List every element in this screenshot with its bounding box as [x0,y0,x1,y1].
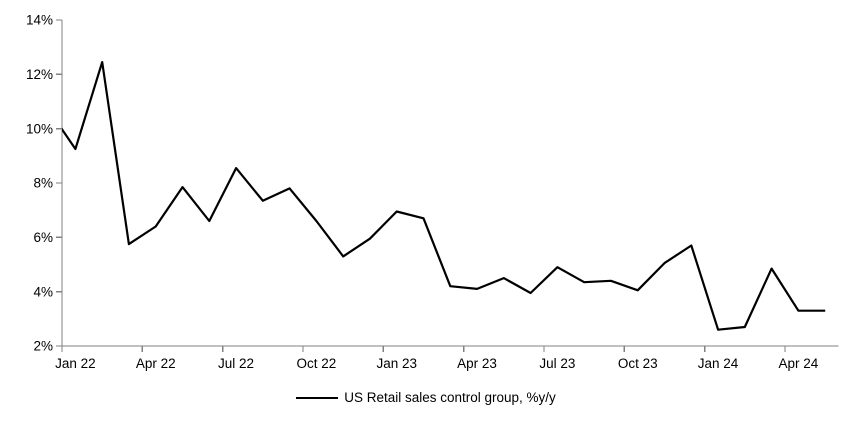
x-axis-tick-label: Oct 22 [297,356,337,371]
x-axis-tick-label: Jan 23 [376,356,417,371]
y-axis-tick-label: 4% [33,284,53,299]
y-axis-tick-label: 12% [26,67,53,82]
y-axis-tick-label: 2% [33,339,53,354]
x-axis-tick-label: Jan 22 [55,356,96,371]
x-axis-tick-label: Apr 22 [136,356,176,371]
legend-label: US Retail sales control group, %y/y [344,390,556,405]
x-axis-tick-label: Apr 23 [457,356,497,371]
y-axis-tick-label: 6% [33,230,53,245]
y-axis-tick-label: 8% [33,176,53,191]
x-axis-tick-label: Jul 23 [539,356,575,371]
y-axis-tick-label: 10% [26,121,53,136]
legend: US Retail sales control group, %y/y [0,390,852,405]
x-axis-tick-label: Jan 24 [698,356,739,371]
y-axis-tick-label: 14% [26,13,53,28]
legend-line-sample [296,396,339,399]
x-axis-tick-label: Jul 22 [218,356,254,371]
series-line [62,61,826,331]
x-axis-tick-label: Oct 23 [618,356,658,371]
x-axis-tick-label: Apr 24 [779,356,819,371]
